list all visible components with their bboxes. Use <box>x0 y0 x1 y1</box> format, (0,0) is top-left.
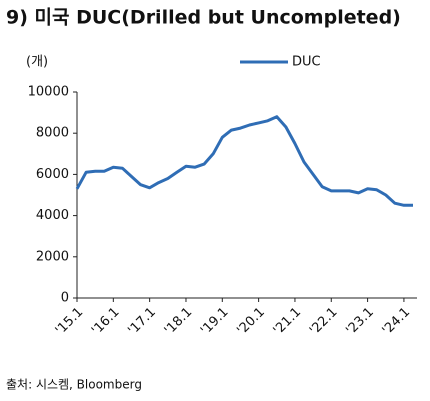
y-tick-label: 6000 <box>36 167 69 182</box>
x-tick-label: '18.1 <box>162 305 196 339</box>
y-tick-label: 0 <box>61 291 69 306</box>
y-tick-label: 2000 <box>36 249 69 264</box>
legend-label: DUC <box>292 55 321 70</box>
y-tick-label: 4000 <box>36 208 69 223</box>
data-line <box>75 115 413 207</box>
x-tick-label: '23.1 <box>343 305 377 339</box>
x-tick-label: '17.1 <box>125 305 159 339</box>
x-tick-label: '20.1 <box>234 305 268 339</box>
source: 출처: 시스켐, Bloomberg <box>6 378 142 392</box>
y-axis-label: (개) <box>26 55 48 70</box>
y-tick-label: 8000 <box>36 126 69 141</box>
x-tick-label: '24.1 <box>380 305 414 339</box>
y-tick-label: 10000 <box>28 85 69 100</box>
chart-title: 9) 미국 DUC(Drilled but Uncompleted) <box>6 7 401 29</box>
x-tick-label: '16.1 <box>89 305 123 339</box>
x-tick-label: '21.1 <box>271 305 305 339</box>
x-tick-label: '15.1 <box>53 305 87 339</box>
x-tick-label: '19.1 <box>198 305 232 339</box>
x-tick-label: '22.1 <box>307 305 341 339</box>
